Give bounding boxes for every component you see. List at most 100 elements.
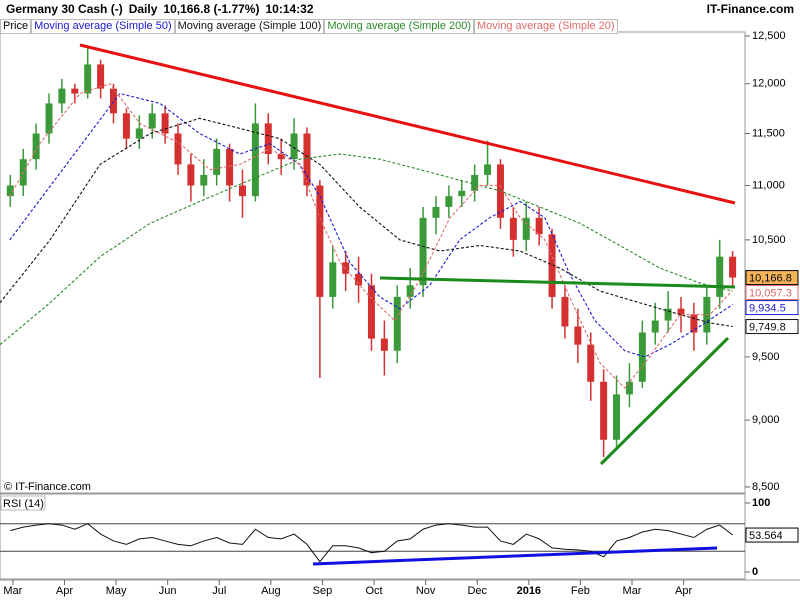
candle-body xyxy=(161,113,169,134)
candle-body xyxy=(548,234,556,297)
x-tick-label: May xyxy=(106,585,127,597)
candle-body xyxy=(729,256,737,278)
candle-body xyxy=(58,88,66,104)
candle-body xyxy=(484,164,492,175)
last-value-label: 53.564 xyxy=(749,530,783,542)
candle-body xyxy=(561,296,569,327)
legend: Price Moving average (Simple 50) Moving av… xyxy=(0,19,618,34)
last-value-box xyxy=(745,300,799,316)
y-tick-label: 10,500 xyxy=(752,234,786,246)
candle-body xyxy=(419,217,427,286)
last-value-box xyxy=(745,319,799,335)
quote: 10,166.8 (-1.77%) xyxy=(163,2,260,16)
candle-body xyxy=(71,88,79,94)
price-layer xyxy=(0,46,737,458)
trendline xyxy=(379,276,736,289)
legend-entry[interactable]: Moving average (Simple 100) xyxy=(174,19,325,34)
last-value-box xyxy=(745,285,799,301)
candle-body xyxy=(97,64,105,89)
pane-title-box xyxy=(0,495,46,511)
brand: IT-Finance.com xyxy=(706,2,794,16)
candle-body xyxy=(613,394,621,440)
price-pane xyxy=(0,31,746,494)
candle-body xyxy=(651,320,659,333)
x-tick-label: 2016 xyxy=(517,585,541,597)
time: 10:14:32 xyxy=(265,2,314,16)
trendline xyxy=(79,43,736,205)
y-tick-label: 11,000 xyxy=(752,179,785,191)
candle-body xyxy=(187,164,195,186)
candle-body xyxy=(148,113,156,129)
header: Germany 30 Cash (-) Daily 10,166.8 (-1.7… xyxy=(0,0,800,18)
candle-body xyxy=(290,133,298,160)
candle-body xyxy=(432,206,440,218)
candle-body xyxy=(122,113,130,139)
axis-layer: 12,500 12,000 11,500 11,000 10,500 9,500 9,000… xyxy=(3,30,799,597)
candle-body xyxy=(264,123,272,155)
x-tick-label: Aug xyxy=(261,585,281,597)
last-value-box xyxy=(745,270,799,286)
candle-body xyxy=(638,332,646,382)
last-value-label: 10,166.8 xyxy=(749,272,792,284)
candle-body xyxy=(600,381,608,440)
candle-body xyxy=(329,262,337,297)
candle-body xyxy=(238,185,246,197)
moving-average xyxy=(0,153,733,346)
x-tick-label: Nov xyxy=(416,585,436,597)
y-tick-label: 8,500 xyxy=(752,481,780,493)
candle-body xyxy=(316,185,324,297)
candle-body xyxy=(45,103,53,134)
last-value-label: 9,934.5 xyxy=(749,302,786,314)
legend-entry[interactable]: Moving average (Simple 20) xyxy=(474,19,618,34)
pane-title: RSI (14) xyxy=(3,498,44,510)
x-tick-label: Jul xyxy=(212,585,226,597)
candle-body xyxy=(342,262,350,274)
candle-body xyxy=(251,123,259,197)
candle-body xyxy=(677,308,685,315)
x-tick-label: Jun xyxy=(159,585,177,597)
moving-average xyxy=(9,83,734,389)
candle-body xyxy=(135,128,143,139)
candle-body xyxy=(471,174,479,191)
candle-body xyxy=(6,185,14,197)
y-tick-label: 11,500 xyxy=(752,127,785,139)
legend-entry[interactable]: Moving average (Simple 50) xyxy=(31,19,175,34)
y-tick-label: 9,500 xyxy=(752,351,780,363)
rsi-line xyxy=(10,523,733,563)
candle-body xyxy=(226,148,234,186)
candle-body xyxy=(458,190,466,197)
instrument: Germany 30 Cash (-) xyxy=(6,2,123,16)
candle-body xyxy=(213,148,221,175)
candle-body xyxy=(690,314,698,333)
candle-body xyxy=(200,174,208,186)
legend-entry[interactable]: Price xyxy=(0,19,32,34)
y-tick-label: 0 xyxy=(752,566,758,578)
last-value-box xyxy=(745,527,799,543)
trendline xyxy=(599,336,730,466)
candle-body xyxy=(110,88,118,114)
x-tick-label: Sep xyxy=(313,585,333,597)
candle-body xyxy=(277,154,285,160)
candle-body xyxy=(303,133,311,186)
candle-body xyxy=(587,344,595,382)
y-tick-label: 100 xyxy=(752,497,770,509)
x-tick-label: Feb xyxy=(571,585,590,597)
candle-body xyxy=(355,273,363,286)
candle-body xyxy=(84,64,92,94)
legend-entry[interactable]: Moving average (Simple 200) xyxy=(324,19,475,34)
period: Daily xyxy=(128,2,158,16)
candle-body xyxy=(393,296,401,351)
candle-body xyxy=(535,217,543,235)
candle-body xyxy=(367,285,375,339)
x-tick-label: Oct xyxy=(365,585,382,597)
candle-body xyxy=(522,217,530,240)
candle-body xyxy=(174,133,182,165)
x-tick-label: Apr xyxy=(675,585,692,597)
candle-body xyxy=(716,256,724,297)
last-value-label: 10,057.3 xyxy=(749,287,792,299)
x-tick-label: Dec xyxy=(467,585,487,597)
candle-body xyxy=(380,338,388,351)
candle-body xyxy=(625,381,633,395)
